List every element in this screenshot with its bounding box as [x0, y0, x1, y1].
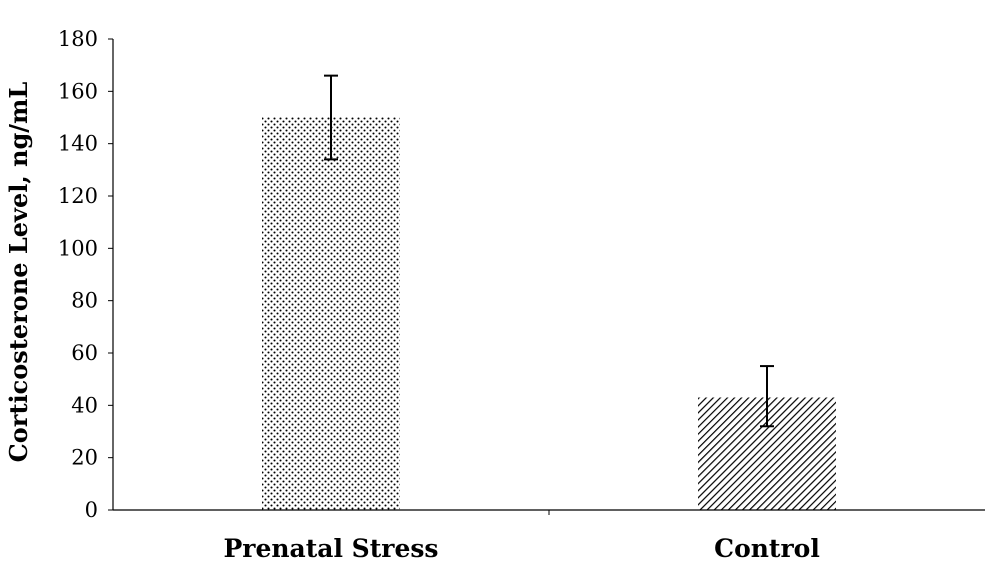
x-category-label: Prenatal Stress [223, 534, 438, 563]
y-axis-ticks: 0 20 40 60 80 100 120 140 160 180 [58, 27, 550, 522]
y-tick-label: 0 [85, 498, 98, 522]
y-tick-label: 40 [71, 393, 98, 417]
y-tick-label: 100 [58, 236, 98, 260]
y-axis-title: Corticosterone Level, ng/mL [4, 82, 33, 463]
y-tick-label: 140 [58, 132, 98, 156]
y-tick-label: 80 [71, 289, 98, 313]
y-tick-label: 160 [58, 79, 98, 103]
y-tick-label: 120 [58, 184, 98, 208]
x-category-label: Control [714, 534, 820, 563]
error-bars-group [324, 74, 774, 428]
y-tick-label: 60 [71, 341, 98, 365]
x-axis-labels: Prenatal Stress Control [223, 534, 819, 563]
y-tick-label: 180 [58, 27, 98, 51]
bars-group [262, 117, 836, 510]
bar-prenatal-stress [262, 117, 400, 510]
y-tick-label: 20 [71, 446, 98, 470]
